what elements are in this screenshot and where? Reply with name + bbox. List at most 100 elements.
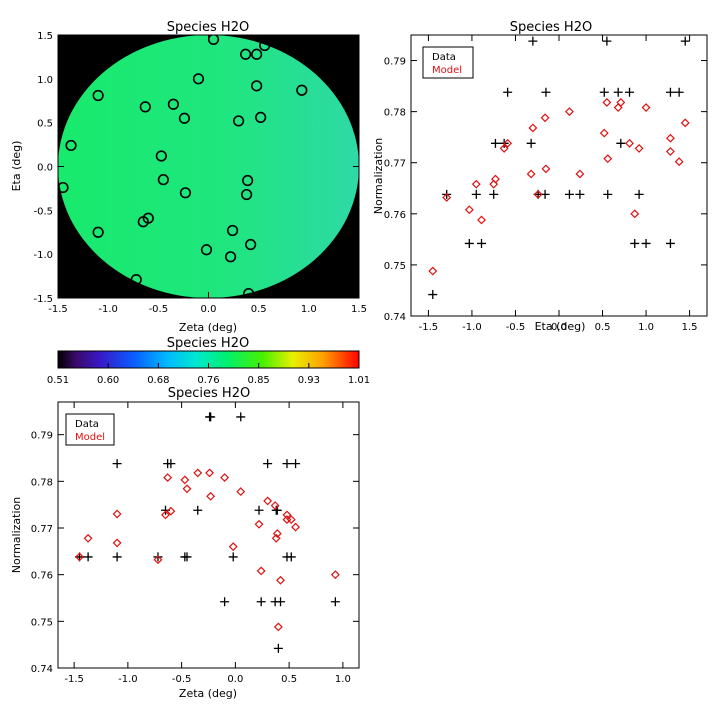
zeta-data-point: [291, 459, 301, 469]
zeta-model-point: [236, 487, 246, 497]
zeta-model-point: [166, 506, 176, 516]
zeta-ytick-label: 0.74: [31, 664, 53, 675]
zeta-model-point: [206, 491, 216, 501]
zeta-data-point: [286, 552, 296, 562]
zeta-model-point: [228, 542, 238, 552]
zeta-legend-model: Model: [75, 432, 105, 443]
zeta-data-point: [236, 412, 246, 422]
eta-legend-data: Data: [432, 52, 456, 63]
zeta-model-point: [220, 473, 230, 483]
eta-data-point: [674, 87, 684, 97]
zeta-xtick-label: -1.0: [118, 674, 138, 685]
map-xtick-label: -0.5: [149, 304, 169, 315]
map-source-marker: [224, 251, 237, 263]
zeta-model-point: [272, 529, 282, 539]
eta-data-point: [634, 189, 644, 199]
map-ytick-label: 0.0: [37, 163, 53, 174]
eta-data-point: [630, 238, 640, 248]
map-source-marker: [155, 150, 167, 162]
eta-model-point: [477, 215, 486, 225]
zeta-model-point: [276, 575, 285, 585]
zeta-ticks: -1.5 -1.0 -0.5 0.0 0.5 1.0 0.74 0.75 0.76 0.77 0.7…: [31, 402, 359, 685]
zeta-model-point: [153, 555, 163, 565]
eta-data-point: [599, 87, 609, 97]
map-xtick-label: 0.0: [201, 304, 217, 315]
eta-model-point: [533, 189, 543, 199]
eta-data-point: [503, 87, 513, 97]
zeta-data-point: [112, 552, 122, 562]
eta-model-point: [599, 128, 609, 138]
zeta-data-point: [263, 459, 273, 469]
eta-legend-box: [422, 46, 474, 79]
zeta-ylabel: Normalization: [10, 497, 23, 573]
eta-data-point: [489, 189, 499, 199]
eta-data-point: [665, 87, 675, 97]
zeta-model-point: [254, 519, 264, 529]
colorbar-ticks: 0.51 0.60 0.68 0.76 0.85 0.93 1.01: [47, 363, 370, 386]
zeta-data-point: [273, 643, 283, 653]
zeta-model-point: [112, 538, 122, 548]
zeta-model-point: [112, 509, 122, 519]
eta-ytick-label: 0.77: [384, 159, 406, 170]
zeta-data-point: [228, 552, 238, 562]
map-source-marker: [296, 84, 308, 96]
zeta-model-point: [291, 522, 301, 532]
map-source-marker: [226, 224, 239, 237]
eta-model-point: [641, 103, 651, 112]
map-ytick-label: 1.0: [37, 75, 53, 86]
map-source-marker: [137, 216, 149, 228]
eta-model-point: [471, 179, 481, 189]
map-source-marker: [259, 39, 271, 52]
map-plot-area: [58, 35, 359, 298]
zeta-xlabel: Zeta (deg): [179, 687, 237, 700]
eta-data-point: [680, 36, 690, 46]
map-source-marker: [192, 73, 205, 85]
map-xtick-label: 1.5: [351, 304, 367, 315]
zeta-model-point: [163, 473, 173, 483]
eta-data-point: [464, 238, 474, 248]
eta-data-point: [490, 138, 500, 148]
eta-model-point: [503, 138, 513, 148]
zeta-data-point: [330, 597, 340, 607]
zeta-data-point: [254, 505, 264, 515]
eta-model-point: [665, 133, 675, 143]
map-source-marker: [233, 115, 245, 127]
zeta-model-point: [282, 510, 292, 520]
map-source-marker: [178, 112, 191, 124]
map-xtick-label: -1.5: [48, 304, 68, 315]
colorbar: Species H2O 0.51 0.60 0.68 0.76 0.85 0.93 1.01: [47, 336, 370, 386]
map-xtick-label: 1.0: [301, 304, 317, 315]
eta-frame: [410, 34, 708, 317]
zeta-model-point: [256, 566, 266, 576]
eta-xtick-label: 1.0: [638, 322, 654, 333]
eta-panel: Species H2O -1.5 -1.0 -0.5 0.0 0.5 1.0 1.5 0.74…: [372, 20, 708, 333]
zeta-model-point: [182, 484, 192, 494]
eta-model-point: [464, 205, 474, 215]
zeta-title: Species H2O: [168, 386, 250, 401]
map-panel: Species H2O -1.5 -1.0 -0.5 0.0 0.5 1.0 1.5-1.5…: [10, 20, 367, 334]
eta-model-point: [489, 179, 499, 189]
zeta-model-point: [273, 622, 283, 632]
eta-model-point: [680, 118, 690, 128]
zeta-data-point: [282, 459, 292, 469]
colorbar-tick-label: 0.68: [147, 375, 169, 386]
zeta-legend: Data Model: [65, 413, 115, 446]
zeta-ytick-label: 0.76: [31, 571, 53, 582]
zeta-panel: Species H2O -1.5 -1.0 -0.5 0.0 0.5 1.0 0.74 0.7…: [10, 386, 360, 700]
map-source-marker: [251, 80, 263, 92]
map-ylabel: Eta (deg): [10, 141, 23, 192]
eta-data-point: [528, 36, 538, 46]
eta-model-point: [526, 169, 536, 179]
eta-model-point: [602, 97, 612, 107]
zeta-ytick-label: 0.78: [31, 477, 53, 488]
eta-data-point: [428, 290, 438, 300]
eta-ytick-label: 0.78: [384, 108, 406, 119]
map-source-marker: [242, 174, 254, 187]
eta-data-point: [477, 238, 487, 248]
eta-xtick-label: -1.5: [419, 322, 439, 333]
zeta-model-point: [205, 468, 215, 478]
zeta-xtick-label: -0.5: [172, 674, 192, 685]
zeta-data-point: [166, 459, 176, 469]
eta-xtick-label: 0.0: [551, 322, 567, 333]
